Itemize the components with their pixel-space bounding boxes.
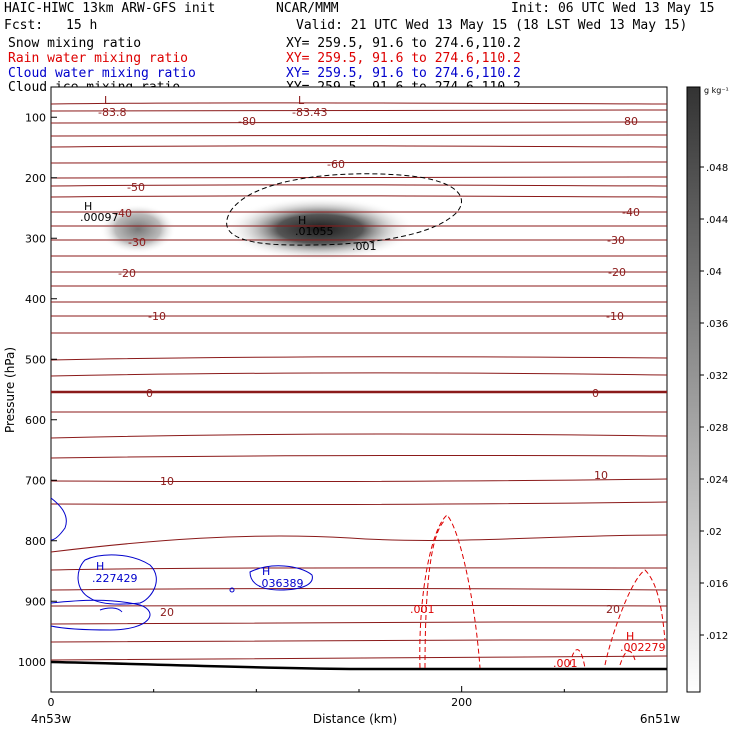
colorbar-label: .032 bbox=[706, 371, 728, 382]
x-tick-label: 0 bbox=[48, 696, 55, 709]
contour-label: -30 bbox=[607, 234, 625, 247]
colorbar-label: .016 bbox=[706, 579, 728, 590]
chart-title: HAIC-HIWC 13km ARW-GFS init bbox=[4, 1, 216, 16]
high-value: .227429 bbox=[92, 572, 138, 585]
high-value: .036389 bbox=[258, 577, 304, 590]
contour-label: -40 bbox=[622, 206, 640, 219]
high-marker: H bbox=[84, 200, 92, 213]
contour-label: -60 bbox=[327, 158, 345, 171]
contour-value-label: .001 bbox=[352, 240, 377, 253]
legend-snow-xy: XY= 259.5, 91.6 to 274.6,110.2 bbox=[286, 36, 521, 51]
colorbar-label: .04 bbox=[706, 267, 722, 278]
low-marker: L bbox=[104, 94, 111, 107]
contour-label: -10 bbox=[606, 310, 624, 323]
y-tick-label: 600 bbox=[25, 414, 46, 427]
y-tick-label: 300 bbox=[25, 232, 46, 245]
legend-snow: Snow mixing ratio bbox=[8, 36, 142, 51]
legend-rain-xy: XY= 259.5, 91.6 to 274.6,110.2 bbox=[286, 51, 521, 66]
x-endpoint-right: 6n51w bbox=[640, 712, 681, 726]
contour-value-label: .001 bbox=[410, 603, 435, 616]
colorbar-unit: g kg⁻¹ bbox=[704, 86, 729, 95]
forecast-hour: 15 h bbox=[66, 18, 98, 33]
y-tick-label: 800 bbox=[25, 535, 46, 548]
contour-label: -20 bbox=[608, 266, 626, 279]
contour-label: 20 bbox=[160, 606, 174, 619]
snow-contour-001 bbox=[226, 173, 462, 246]
x-tick-label: 200 bbox=[451, 696, 472, 709]
contour-label: -50 bbox=[127, 181, 145, 194]
contour-label: 20 bbox=[606, 603, 620, 616]
y-tick-label: 700 bbox=[25, 474, 46, 487]
y-axis-label: Pressure (hPa) bbox=[3, 347, 17, 433]
y-tick-label: 200 bbox=[25, 172, 46, 185]
y-axis: 100 200 300 400 500 600 700 800 900 1000 bbox=[18, 111, 57, 669]
x-axis: 0 200 bbox=[48, 686, 565, 709]
low-marker: L bbox=[298, 94, 305, 107]
high-value: .01055 bbox=[295, 225, 334, 238]
colorbar-ticks: .048 .044 .04 .036 .032 .028 .024 .02 .016 .012 bbox=[700, 163, 728, 642]
snow-shading-main bbox=[225, 197, 415, 261]
legend-cloud-water: Cloud water mixing ratio bbox=[8, 66, 196, 81]
colorbar-label: .02 bbox=[706, 527, 722, 538]
low-value: -83.43 bbox=[292, 106, 327, 119]
y-tick-label: 900 bbox=[25, 595, 46, 608]
rain-water-contours bbox=[419, 514, 666, 669]
contour-label: 0 bbox=[146, 387, 153, 400]
contour-label: -80 bbox=[620, 115, 638, 128]
colorbar-label: .048 bbox=[706, 163, 728, 174]
plot-frame bbox=[50, 86, 668, 693]
high-value: .002279 bbox=[620, 641, 666, 654]
low-value: -83.8 bbox=[98, 106, 126, 119]
contour-label: 10 bbox=[594, 469, 608, 482]
forecast-label: Fcst: bbox=[4, 18, 44, 33]
x-endpoint-left: 4n53w bbox=[31, 712, 72, 726]
temperature-labels: -80 -80 -60 -50 -40 -40 -30 -30 -20 -20 … bbox=[114, 115, 640, 619]
high-marker: H bbox=[626, 630, 634, 643]
high-marker: H bbox=[262, 565, 270, 578]
colorbar-label: .044 bbox=[706, 215, 728, 226]
contour-label: -80 bbox=[238, 115, 256, 128]
legend-rain: Rain water mixing ratio bbox=[8, 51, 189, 66]
colorbar-label: .024 bbox=[706, 475, 728, 486]
contour-label: 10 bbox=[160, 475, 174, 488]
y-tick-label: 100 bbox=[25, 111, 46, 124]
contour-value-label: .001 bbox=[553, 657, 578, 670]
contour-label: -40 bbox=[114, 207, 132, 220]
colorbar-label: .012 bbox=[706, 631, 728, 642]
temperature-contours bbox=[50, 102, 668, 661]
contour-label: -30 bbox=[128, 236, 146, 249]
contour-label: 0 bbox=[592, 387, 599, 400]
valid-time: Valid: 21 UTC Wed 13 May 15 (18 LST Wed … bbox=[296, 18, 688, 33]
y-tick-label: 500 bbox=[25, 353, 46, 366]
high-marker: H bbox=[96, 560, 104, 573]
colorbar-label: .036 bbox=[706, 319, 728, 330]
org-label: NCAR/MMM bbox=[276, 1, 339, 16]
x-axis-label: Distance (km) bbox=[313, 712, 397, 726]
legend-cloud-water-xy: XY= 259.5, 91.6 to 274.6,110.2 bbox=[286, 66, 521, 81]
colorbar bbox=[686, 86, 701, 693]
extrema-labels: L -83.8 L -83.43 H .00097 H .01055 H .22… bbox=[80, 94, 666, 670]
init-time: Init: 06 UTC Wed 13 May 15 bbox=[511, 1, 715, 16]
high-value: .00097 bbox=[80, 211, 119, 224]
contour-label: -20 bbox=[118, 267, 136, 280]
cloud-water-contours bbox=[50, 497, 313, 631]
ground-line bbox=[50, 660, 668, 671]
y-tick-label: 1000 bbox=[18, 656, 46, 669]
snow-shading-left bbox=[100, 204, 176, 254]
y-tick-label: 400 bbox=[25, 293, 46, 306]
colorbar-label: .028 bbox=[706, 423, 728, 434]
high-marker: H bbox=[298, 214, 306, 227]
contour-label: -10 bbox=[148, 310, 166, 323]
